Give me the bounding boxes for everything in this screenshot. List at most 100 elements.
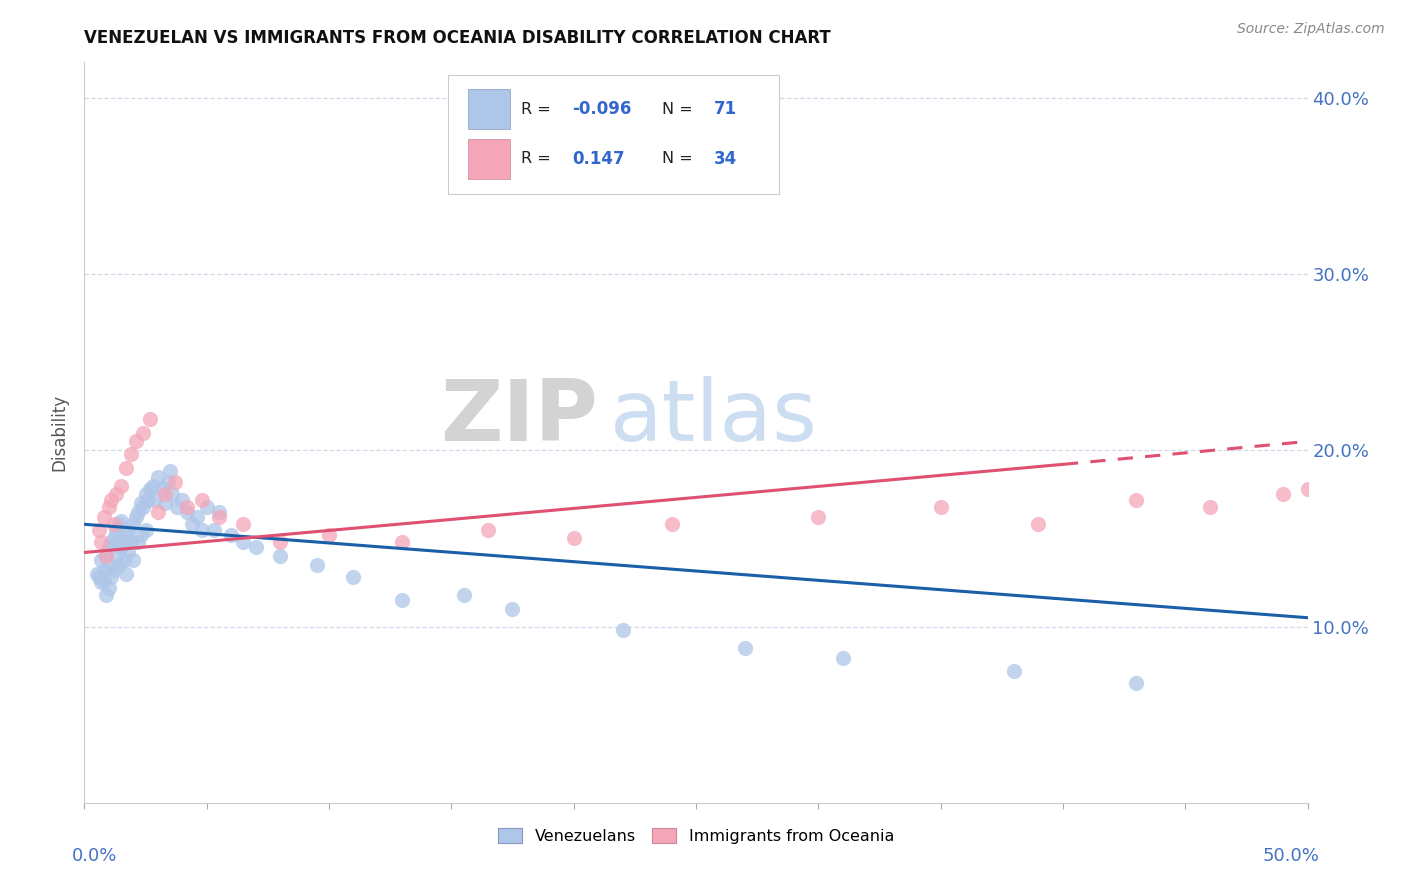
Text: R =: R = [522, 102, 555, 117]
Point [103, 517, 125, 532]
FancyBboxPatch shape [468, 138, 510, 178]
Point [117, 543, 139, 558]
Point [139, 482, 162, 496]
Point [115, 461, 138, 475]
Point [97, 581, 120, 595]
Text: 0.147: 0.147 [572, 150, 626, 168]
Text: VENEZUELAN VS IMMIGRANTS FROM OCEANIA DISABILITY CORRELATION CHART: VENEZUELAN VS IMMIGRANTS FROM OCEANIA DI… [84, 29, 831, 47]
Point [87, 523, 110, 537]
Point [115, 566, 138, 581]
Text: R =: R = [522, 151, 555, 166]
Point [159, 464, 181, 478]
Point [1028, 517, 1050, 532]
Point [96, 549, 118, 563]
Point [1198, 500, 1220, 514]
Point [112, 552, 135, 566]
Point [107, 558, 129, 572]
Point [96, 549, 118, 563]
Point [1296, 482, 1319, 496]
Point [100, 535, 122, 549]
Point [135, 487, 157, 501]
Point [110, 540, 132, 554]
Point [90, 535, 112, 549]
Point [96, 588, 118, 602]
Point [146, 505, 169, 519]
Text: 0.0%: 0.0% [72, 847, 118, 865]
Legend: Venezuelans, Immigrants from Oceania: Venezuelans, Immigrants from Oceania [492, 822, 900, 850]
Text: N =: N = [662, 102, 697, 117]
Point [132, 500, 155, 514]
Point [562, 532, 585, 546]
Text: N =: N = [662, 151, 697, 166]
Point [93, 574, 115, 588]
Point [391, 593, 413, 607]
Point [191, 523, 214, 537]
Point [86, 566, 108, 581]
Point [125, 434, 148, 449]
Text: 34: 34 [714, 150, 738, 168]
Point [152, 482, 174, 496]
Point [156, 475, 179, 489]
Point [172, 492, 194, 507]
Point [142, 478, 165, 492]
Point [391, 535, 413, 549]
Text: Source: ZipAtlas.com: Source: ZipAtlas.com [1237, 22, 1385, 37]
Point [122, 552, 145, 566]
Text: 71: 71 [714, 100, 737, 118]
Point [186, 510, 208, 524]
Point [146, 469, 169, 483]
Point [87, 570, 110, 584]
Point [153, 487, 176, 501]
Point [477, 523, 499, 537]
Point [202, 523, 225, 537]
Y-axis label: Disability: Disability [51, 394, 69, 471]
Point [105, 487, 128, 501]
Point [232, 517, 254, 532]
Point [191, 492, 214, 507]
Point [318, 528, 340, 542]
Point [132, 425, 155, 440]
Point [612, 623, 634, 637]
Point [105, 523, 128, 537]
Point [342, 570, 364, 584]
Point [90, 552, 112, 566]
Point [93, 510, 115, 524]
Point [117, 523, 139, 537]
Point [219, 528, 242, 542]
Point [176, 505, 198, 519]
Point [1125, 492, 1147, 507]
Text: atlas: atlas [610, 376, 818, 459]
Point [129, 528, 152, 542]
Point [129, 496, 152, 510]
Point [93, 563, 115, 577]
Point [105, 549, 128, 563]
Point [208, 510, 231, 524]
Point [176, 500, 198, 514]
Point [453, 588, 475, 602]
Point [127, 505, 149, 519]
Point [195, 500, 218, 514]
Point [120, 535, 142, 549]
Point [100, 570, 122, 584]
Point [1125, 676, 1147, 690]
Point [269, 549, 291, 563]
Point [807, 510, 830, 524]
Point [97, 540, 120, 554]
Point [143, 492, 166, 507]
Point [163, 475, 186, 489]
Point [125, 510, 148, 524]
Point [208, 505, 231, 519]
Point [103, 563, 125, 577]
Point [100, 492, 122, 507]
Point [232, 535, 254, 549]
Point [135, 523, 157, 537]
Point [127, 535, 149, 549]
Text: ZIP: ZIP [440, 376, 598, 459]
FancyBboxPatch shape [447, 75, 779, 194]
Point [1002, 664, 1025, 678]
Point [831, 651, 853, 665]
Point [162, 487, 184, 501]
Point [103, 532, 125, 546]
Point [305, 558, 328, 572]
Point [90, 575, 112, 590]
